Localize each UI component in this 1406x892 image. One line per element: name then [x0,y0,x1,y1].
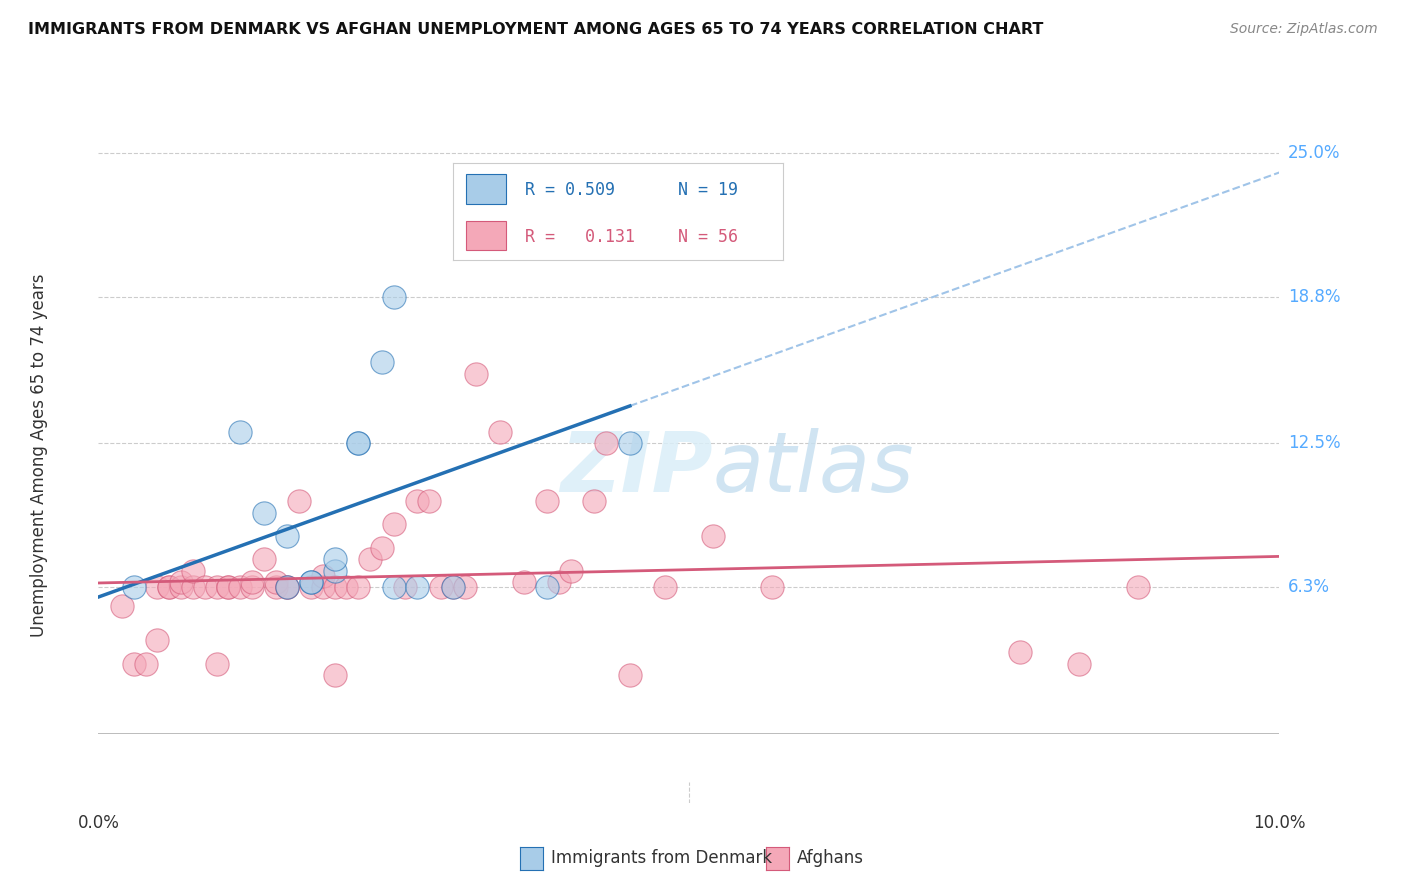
Point [536,494,558,508]
Text: atlas: atlas [713,428,914,509]
Point [253,506,276,520]
Point [217,580,239,594]
Point [761,580,783,594]
Point [347,580,370,594]
Point [111,599,134,613]
Point [595,436,617,450]
Text: Source: ZipAtlas.com: Source: ZipAtlas.com [1230,22,1378,37]
Point [382,517,405,532]
Point [146,633,169,648]
Point [430,580,453,594]
Text: Afghans: Afghans [797,849,865,867]
Point [288,494,311,508]
Text: R =   0.131: R = 0.131 [526,227,636,245]
Point [299,580,322,594]
Text: R = 0.509: R = 0.509 [526,181,616,199]
Text: 12.5%: 12.5% [1288,434,1340,452]
Point [536,580,558,594]
Point [453,580,475,594]
Point [418,494,440,508]
Point [406,494,429,508]
Point [323,580,346,594]
Point [619,668,641,682]
Point [205,580,228,594]
Point [512,575,534,590]
Text: 0.0%: 0.0% [77,814,120,832]
Point [619,436,641,450]
Text: N = 56: N = 56 [678,227,738,245]
FancyBboxPatch shape [465,175,506,203]
Text: 18.8%: 18.8% [1288,288,1340,306]
Point [560,564,582,578]
Point [299,575,322,590]
Text: N = 19: N = 19 [678,181,738,199]
Point [335,580,357,594]
Point [181,564,204,578]
Point [135,657,157,671]
Point [347,436,370,450]
Point [323,564,346,578]
Point [312,580,335,594]
Point [465,367,488,381]
Point [170,580,193,594]
Point [583,193,606,207]
Text: 25.0%: 25.0% [1288,145,1340,162]
Point [240,580,263,594]
Point [702,529,724,543]
Text: 10.0%: 10.0% [1253,814,1306,832]
Point [548,575,571,590]
Point [323,668,346,682]
Point [406,580,429,594]
Point [181,580,204,594]
Point [205,657,228,671]
Point [489,425,512,439]
Point [382,580,405,594]
Text: 6.3%: 6.3% [1288,578,1330,596]
Point [276,529,298,543]
Point [1008,645,1031,659]
Point [276,580,298,594]
Point [276,580,298,594]
Point [157,580,180,594]
Point [122,657,145,671]
Point [157,580,180,594]
Point [146,580,169,594]
Point [323,552,346,566]
Point [359,552,381,566]
Text: IMMIGRANTS FROM DENMARK VS AFGHAN UNEMPLOYMENT AMONG AGES 65 TO 74 YEARS CORRELA: IMMIGRANTS FROM DENMARK VS AFGHAN UNEMPL… [28,22,1043,37]
Point [312,568,335,582]
Point [583,494,606,508]
FancyBboxPatch shape [465,221,506,251]
Point [122,580,145,594]
Point [394,580,416,594]
Text: Immigrants from Denmark: Immigrants from Denmark [551,849,772,867]
Point [240,575,263,590]
Point [371,541,394,555]
Point [253,552,276,566]
Point [1126,580,1149,594]
Point [229,580,252,594]
Point [170,575,193,590]
Point [264,580,287,594]
Point [382,290,405,304]
Point [1067,657,1090,671]
Point [347,436,370,450]
Point [654,580,676,594]
Point [194,580,217,594]
Point [441,580,464,594]
Text: Unemployment Among Ages 65 to 74 years: Unemployment Among Ages 65 to 74 years [31,273,48,637]
Point [371,355,394,369]
Point [276,580,298,594]
Text: ZIP: ZIP [560,428,713,509]
Point [217,580,239,594]
Point [299,575,322,590]
Point [441,580,464,594]
Point [264,575,287,590]
Point [229,425,252,439]
